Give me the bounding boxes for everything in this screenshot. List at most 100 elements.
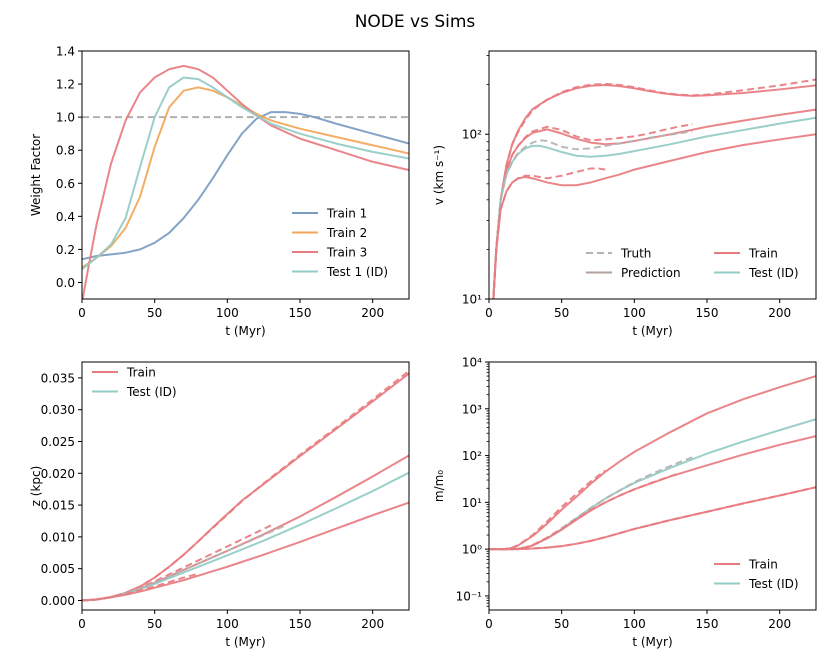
mass-xtick-label: 0: [485, 617, 493, 631]
weight-xtick-label: 100: [216, 306, 239, 320]
mass-xtick-label: 150: [696, 617, 719, 631]
weight-ytick-label: 0.0: [56, 276, 75, 290]
height-xtick-label: 100: [216, 617, 239, 631]
mass-ytick-label: 10⁻¹: [456, 589, 483, 603]
velocity-xtick-label: 0: [485, 306, 493, 320]
weight-series-train-2: [82, 86, 409, 269]
mass-series-train-b-truth: [489, 472, 679, 551]
velocity-series-test-prediction: [492, 116, 816, 299]
weight-series-train-1: [82, 111, 409, 261]
weight-series-test-1-id-: [82, 76, 409, 271]
velocity-series-train-b-prediction: [492, 108, 816, 299]
height-series-train-c-prediction: [82, 501, 409, 602]
mass-series-train-a-prediction: [489, 375, 816, 551]
height-ytick-label: 0.030: [41, 403, 75, 417]
weight-axes-frame: [81, 50, 410, 300]
velocity-series-test-truth: [492, 130, 693, 299]
figure-title: NODE vs Sims: [355, 12, 476, 32]
height-ytick-label: 0.015: [41, 499, 75, 513]
weight-series-train-3: [82, 64, 409, 299]
mass-series-train-c-prediction: [489, 486, 816, 551]
velocity-series-train-c-truth: [492, 167, 606, 299]
height-legend-label: Test (ID): [126, 385, 177, 399]
velocity-ytick-label: 10²: [462, 128, 482, 142]
height-series-group: [82, 370, 409, 602]
height-series-test-truth: [82, 524, 286, 602]
velocity-legend-label: Truth: [620, 247, 651, 261]
height-ytick-label: 0.005: [41, 562, 75, 576]
mass-series-test-truth: [489, 456, 693, 551]
height-series-train-a-truth: [82, 370, 409, 602]
weight-legend-label: Test 1 (ID): [326, 265, 388, 279]
weight-xtick-label: 150: [289, 306, 312, 320]
height-panel: 0 50 100 150 200 0.000 0.005 0.010 0.015 0.020 0.0…: [29, 361, 410, 649]
mass-series-train-a-truth: [489, 469, 606, 551]
velocity-xtick-label: 150: [696, 306, 719, 320]
weight-ytick-label: 1.0: [56, 111, 75, 125]
velocity-xlabel: t (Myr): [632, 324, 672, 338]
mass-axes-frame: [488, 361, 817, 611]
velocity-panel: 0 50 100 150 200 10¹ 10² t (Myr) v (km s⁻¹) Truth…: [432, 50, 817, 338]
weight-xtick-label: 0: [78, 306, 86, 320]
height-ytick-label: 0.035: [41, 371, 75, 385]
height-series-train-c-truth: [82, 572, 199, 602]
mass-ytick-label: 10³: [462, 402, 482, 416]
mass-xtick-label: 200: [768, 617, 791, 631]
weight-ytick-label: 1.4: [56, 45, 75, 59]
weight-legend-label: Train 3: [326, 246, 367, 260]
velocity-series-group: [492, 78, 816, 299]
mass-series-group: [489, 375, 816, 551]
mass-ytick-label: 10¹: [462, 496, 482, 510]
velocity-legend-label: Train: [748, 247, 778, 261]
height-legend: Train Test (ID): [92, 366, 177, 399]
mass-series-train-c-truth: [489, 486, 816, 551]
mass-ytick-label: 10²: [462, 449, 482, 463]
velocity-ytick-label: 10¹: [462, 293, 482, 307]
height-ytick-label: 0.000: [41, 594, 75, 608]
height-series-train-b-prediction: [82, 454, 409, 602]
weight-ytick-label: 0.4: [56, 210, 75, 224]
weight-xlabel: t (Myr): [225, 324, 265, 338]
mass-legend: Train Test (ID): [714, 558, 799, 591]
height-series-train-b-truth: [82, 524, 272, 602]
height-xtick-label: 0: [78, 617, 86, 631]
height-xlabel: t (Myr): [225, 635, 265, 649]
mass-legend-label: Test (ID): [748, 577, 799, 591]
velocity-legend-label: Prediction: [621, 266, 681, 280]
height-xtick-label: 150: [289, 617, 312, 631]
velocity-axes-frame: [488, 50, 817, 300]
height-legend-label: Train: [126, 366, 156, 380]
mass-panel: 0 50 100 150 200 10⁻¹ 10⁰ 10¹ 10² 10³ 10⁴ t (Myr) m/…: [432, 356, 817, 649]
velocity-ylabel: v (km s⁻¹): [432, 145, 446, 205]
weight-ytick-label: 1.2: [56, 78, 75, 92]
height-xtick-label: 200: [361, 617, 384, 631]
weight-ytick-label: 0.8: [56, 144, 75, 158]
weight-panel: 0 50 100 150 200 0.0 0.2 0.4 0.6 0.8 1.0 1.2 1.4 t (M…: [29, 45, 410, 338]
weight-legend-label: Train 2: [326, 226, 367, 240]
velocity-legend-label: Test (ID): [748, 266, 799, 280]
height-ylabel: z (kpc): [29, 466, 43, 507]
mass-ylabel: m/m₀: [432, 470, 446, 502]
velocity-xtick-label: 200: [768, 306, 791, 320]
height-series-test-prediction: [82, 471, 409, 602]
mass-xtick-label: 100: [623, 617, 646, 631]
mass-xtick-label: 50: [554, 617, 569, 631]
height-ytick-label: 0.010: [41, 530, 75, 544]
height-series-train-a-prediction: [82, 372, 409, 602]
height-xtick-label: 50: [147, 617, 162, 631]
mass-ytick-label: 10⁴: [462, 356, 482, 370]
height-axes-frame: [81, 361, 410, 611]
weight-ytick-label: 0.6: [56, 177, 75, 191]
weight-series-group: [82, 64, 409, 299]
mass-legend-label: Train: [748, 558, 778, 572]
mass-ytick-label: 10⁰: [462, 543, 482, 557]
weight-ytick-label: 0.2: [56, 243, 75, 257]
weight-legend-label: Train 1: [326, 207, 367, 221]
height-ytick-label: 0.025: [41, 435, 75, 449]
weight-xtick-label: 50: [147, 306, 162, 320]
height-ytick-label: 0.020: [41, 467, 75, 481]
weight-ylabel: Weight Factor: [29, 134, 43, 216]
velocity-series-train-a-truth: [492, 78, 816, 299]
velocity-xtick-label: 50: [554, 306, 569, 320]
